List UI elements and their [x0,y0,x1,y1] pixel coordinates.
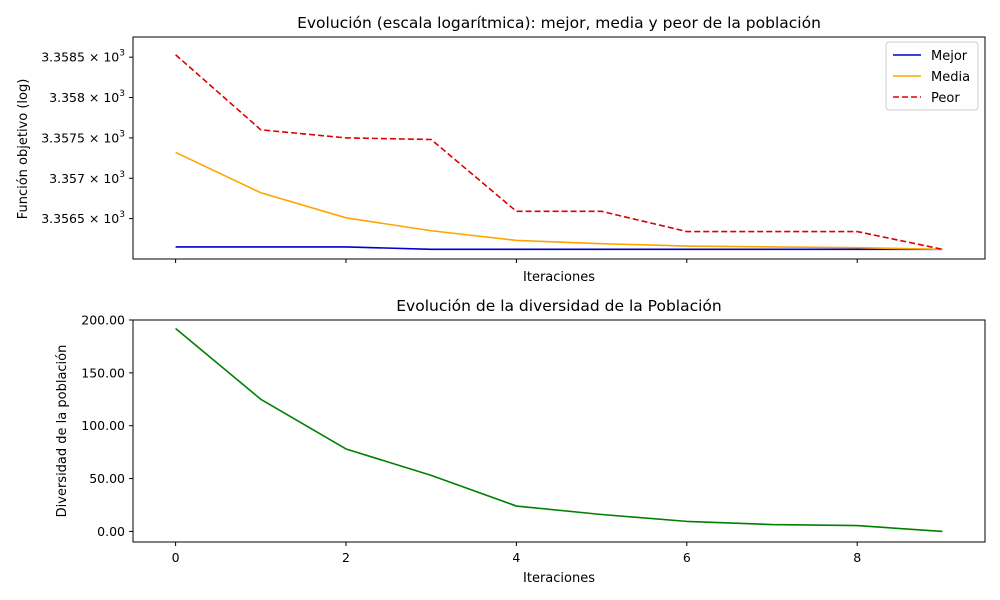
bottom-subplot: Evolución de la diversidad de la Poblaci… [55,297,986,586]
top-subplot: Evolución (escala logarítmica): mejor, m… [16,14,986,285]
top-plot-frame [132,36,986,260]
top-series-line-mejor [175,246,943,251]
top-y-tick-label: 3.357 × 103 [49,170,125,186]
bottom-plot-frame [132,319,986,543]
bottom-y-tick-label: 0.00 [97,524,125,539]
bottom-chart-title: Evolución de la diversidad de la Poblaci… [396,297,721,315]
legend-box [885,41,979,111]
bottom-x-tick-label: 4 [512,550,520,565]
legend-label-mejor: Mejor [931,49,968,64]
bottom-y-tick-label: 200.00 [81,313,125,328]
bottom-y-tick-label: 50.00 [89,471,125,486]
bottom-x-tick-label: 2 [342,550,350,565]
bottom-series-line [175,327,943,533]
top-series-line-peor [175,54,943,251]
bottom-x-tick-label: 8 [853,550,861,565]
top-y-tick-label: 3.3565 × 103 [41,210,125,226]
bottom-x-tick-label: 0 [172,550,180,565]
top-y-tick-label: 3.358 × 103 [49,89,125,105]
legend: Mejor Media Peor [885,41,979,111]
bottom-y-axis-label: Diversidad de la población [55,345,70,518]
legend-label-peor: Peor [931,91,960,106]
bottom-y-tick-label: 150.00 [81,365,125,380]
top-y-tick-label: 3.3585 × 103 [41,49,125,65]
top-chart-title: Evolución (escala logarítmica): mejor, m… [297,14,821,32]
bottom-x-tick-label: 6 [683,550,691,565]
top-y-axis-label: Función objetivo (log) [16,79,31,220]
top-x-axis-label: Iteraciones [523,270,595,285]
bottom-y-tick-label: 100.00 [81,418,125,433]
legend-label-media: Media [931,70,970,85]
bottom-x-axis-label: Iteraciones [523,571,595,586]
top-y-tick-label: 3.3575 × 103 [41,129,125,145]
top-series-line-media [175,151,943,251]
